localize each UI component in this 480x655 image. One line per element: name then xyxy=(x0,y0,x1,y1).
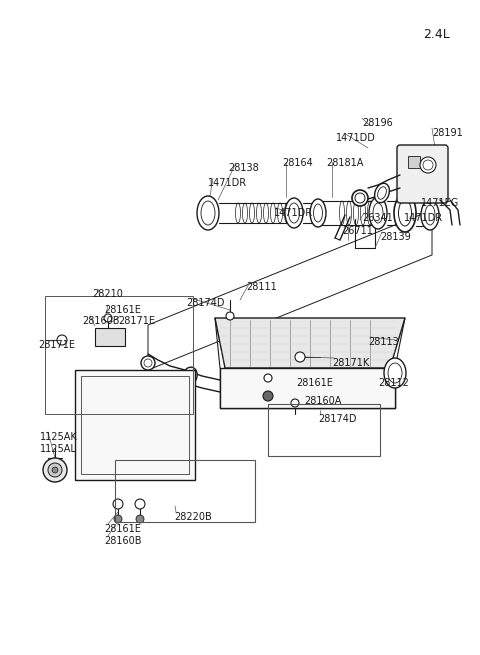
Circle shape xyxy=(104,314,112,322)
Ellipse shape xyxy=(310,199,326,227)
Circle shape xyxy=(136,515,144,523)
Circle shape xyxy=(141,356,155,370)
Circle shape xyxy=(48,463,62,477)
Text: 28160B: 28160B xyxy=(82,316,120,326)
Text: 28210: 28210 xyxy=(92,289,123,299)
Bar xyxy=(81,376,189,474)
Circle shape xyxy=(113,499,123,509)
Ellipse shape xyxy=(394,194,416,232)
Text: 1471EG: 1471EG xyxy=(421,198,459,208)
Text: 28139: 28139 xyxy=(380,232,411,242)
Ellipse shape xyxy=(369,197,387,229)
Text: 1471DR: 1471DR xyxy=(208,178,247,188)
Circle shape xyxy=(291,399,299,407)
Text: 28191: 28191 xyxy=(432,128,463,138)
Circle shape xyxy=(264,374,272,382)
Circle shape xyxy=(135,499,145,509)
Bar xyxy=(115,460,255,522)
Text: 28112: 28112 xyxy=(378,378,409,388)
Circle shape xyxy=(57,335,67,345)
Text: 28161E: 28161E xyxy=(104,305,141,315)
Ellipse shape xyxy=(285,198,303,228)
Text: 28181A: 28181A xyxy=(326,158,363,168)
Text: 28171K: 28171K xyxy=(332,358,369,368)
Bar xyxy=(45,296,193,414)
Ellipse shape xyxy=(384,358,406,388)
Circle shape xyxy=(352,190,368,206)
Circle shape xyxy=(295,352,305,362)
Text: 2.4L: 2.4L xyxy=(423,28,450,41)
Ellipse shape xyxy=(374,183,389,202)
Text: 28160B: 28160B xyxy=(104,536,142,546)
Polygon shape xyxy=(215,318,405,368)
Text: 28160A: 28160A xyxy=(304,396,341,406)
Text: 28196: 28196 xyxy=(362,118,393,128)
Bar xyxy=(75,370,195,480)
Bar xyxy=(95,328,125,346)
Bar xyxy=(408,156,420,168)
Bar xyxy=(220,368,395,408)
Text: 28174D: 28174D xyxy=(186,298,225,308)
Text: 28171E: 28171E xyxy=(118,316,155,326)
Circle shape xyxy=(420,157,436,173)
Text: 28174D: 28174D xyxy=(318,414,357,424)
FancyBboxPatch shape xyxy=(397,145,448,203)
Text: 28111: 28111 xyxy=(246,282,277,292)
Text: 26341: 26341 xyxy=(362,213,393,223)
Bar xyxy=(268,404,380,456)
Text: 28113: 28113 xyxy=(368,337,399,347)
Circle shape xyxy=(43,458,67,482)
Text: 1125AK: 1125AK xyxy=(40,432,78,442)
Text: 28161E: 28161E xyxy=(296,378,333,388)
Circle shape xyxy=(263,391,273,401)
Ellipse shape xyxy=(421,200,439,230)
Circle shape xyxy=(52,467,58,473)
Text: 28164: 28164 xyxy=(282,158,313,168)
Ellipse shape xyxy=(183,367,197,385)
Circle shape xyxy=(114,515,122,523)
Text: 28138: 28138 xyxy=(228,163,259,173)
Text: 1471DR: 1471DR xyxy=(404,213,443,223)
Text: 1125AL: 1125AL xyxy=(40,444,77,454)
Text: 26711: 26711 xyxy=(342,226,373,236)
Circle shape xyxy=(226,312,234,320)
Text: 28220B: 28220B xyxy=(174,512,212,522)
Text: 28171E: 28171E xyxy=(38,340,75,350)
Text: 28161E: 28161E xyxy=(104,524,141,534)
Ellipse shape xyxy=(197,196,219,230)
Text: 1471DR: 1471DR xyxy=(274,208,313,218)
Text: 1471DD: 1471DD xyxy=(336,133,376,143)
